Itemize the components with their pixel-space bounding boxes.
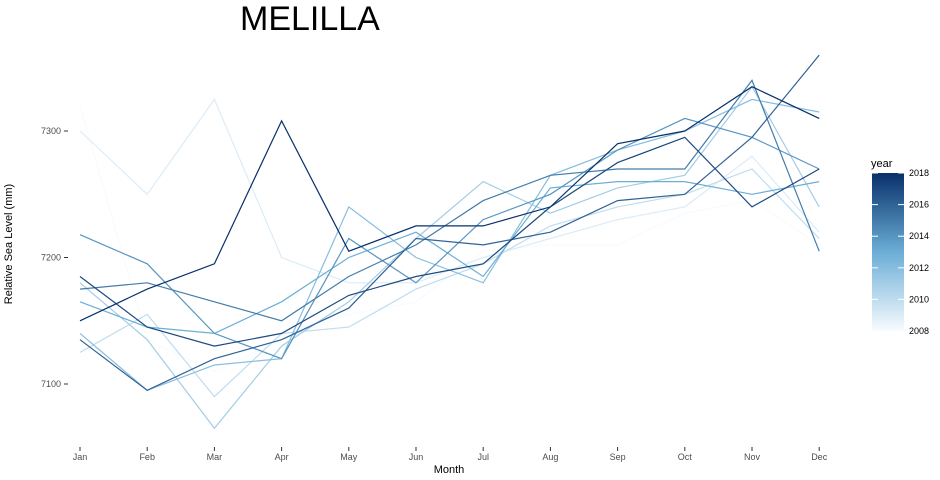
series-line-2015 bbox=[79, 79, 820, 322]
legend-title: year bbox=[871, 158, 893, 170]
legend-tick-label: 2010 bbox=[909, 294, 929, 304]
x-tick-label: Jul bbox=[477, 452, 489, 462]
y-tick-label: 7100 bbox=[41, 379, 61, 389]
x-tick-label: Oct bbox=[678, 452, 693, 462]
x-axis-title: Month bbox=[434, 464, 465, 476]
x-tick-label: Jun bbox=[409, 452, 424, 462]
x-tick-label: Feb bbox=[139, 452, 155, 462]
legend-colorbar bbox=[872, 173, 904, 331]
y-tick-label: 7300 bbox=[41, 126, 61, 136]
legend-tick-label: 2016 bbox=[909, 200, 929, 210]
series-line-2014 bbox=[79, 117, 820, 360]
series-line-2011 bbox=[79, 85, 820, 430]
x-tick-label: Mar bbox=[207, 452, 223, 462]
series-line-2013 bbox=[79, 181, 820, 335]
x-axis: Jan Feb Mar Apr May Jun Jul Aug Sep Oct Nov Dec bbox=[73, 447, 828, 462]
series-line-2017 bbox=[79, 136, 820, 347]
series-line-2009 bbox=[79, 98, 820, 284]
x-tick-label: Aug bbox=[542, 452, 558, 462]
legend-tick-label: 2014 bbox=[909, 231, 929, 241]
x-tick-label: May bbox=[340, 452, 358, 462]
y-axis: 7100 7200 7300 bbox=[41, 126, 68, 389]
chart-title: MELILLA bbox=[240, 0, 380, 38]
series-line-2010 bbox=[79, 168, 820, 398]
x-tick-label: Apr bbox=[275, 452, 289, 462]
legend-tick-label: 2008 bbox=[909, 326, 929, 336]
series-line-2012 bbox=[79, 98, 820, 391]
color-legend: year 2008 2010 2012 2014 2016 2018 bbox=[871, 158, 929, 336]
x-tick-label: Jan bbox=[73, 452, 88, 462]
legend-tick-label: 2012 bbox=[909, 263, 929, 273]
y-axis-title: Relative Sea Level (mm) bbox=[3, 184, 15, 304]
series-line-2016 bbox=[79, 54, 820, 391]
legend-tick-label: 2018 bbox=[909, 168, 929, 178]
x-tick-label: Nov bbox=[744, 452, 761, 462]
series-lines bbox=[79, 54, 820, 430]
x-tick-label: Dec bbox=[811, 452, 828, 462]
series-line-2018 bbox=[79, 86, 820, 322]
y-tick-label: 7200 bbox=[41, 253, 61, 263]
x-tick-label: Sep bbox=[610, 452, 626, 462]
